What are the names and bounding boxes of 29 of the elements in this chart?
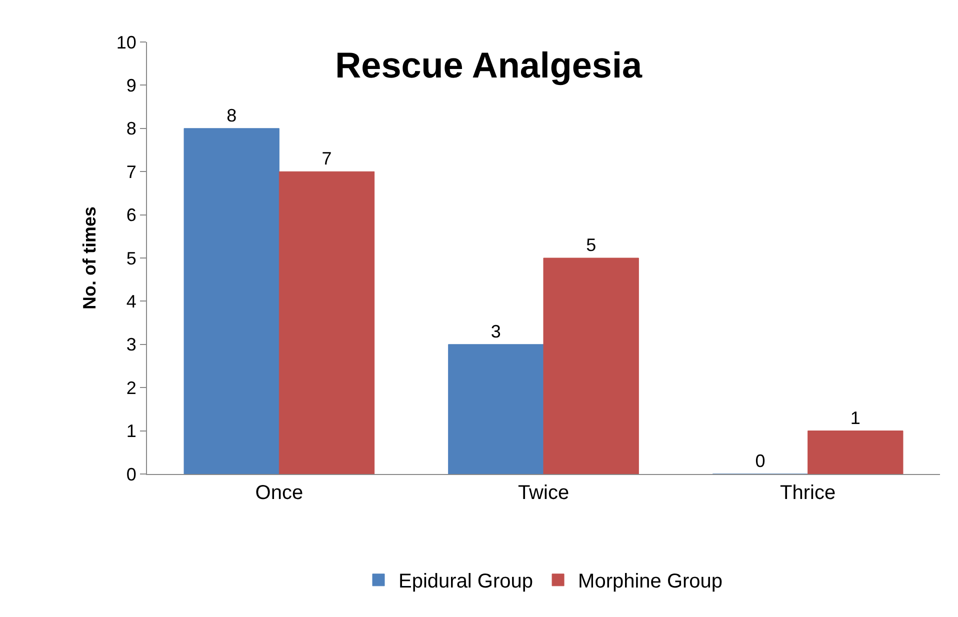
chart-title: Rescue Analgesia xyxy=(335,44,643,86)
y-tick-label: 7 xyxy=(126,162,136,182)
data-label: 1 xyxy=(850,408,860,428)
y-tick-label: 5 xyxy=(126,248,136,268)
bar xyxy=(448,344,544,474)
y-tick-label: 4 xyxy=(126,292,136,312)
y-tick-label: 1 xyxy=(126,421,136,442)
legend-label: Morphine Group xyxy=(578,570,723,593)
y-tick-label: 8 xyxy=(126,118,136,139)
data-label: 3 xyxy=(490,321,501,342)
y-tick-label: 2 xyxy=(126,378,136,398)
bar xyxy=(543,258,639,474)
data-label: 5 xyxy=(586,235,596,255)
y-tick-label: 0 xyxy=(126,464,136,484)
data-label: 8 xyxy=(226,105,237,126)
x-tick-label: Twice xyxy=(518,482,570,504)
x-tick-label: Once xyxy=(255,482,304,504)
y-axis-title: No. of times xyxy=(80,206,100,310)
bar xyxy=(278,171,375,474)
legend-label: Epidural Group xyxy=(398,570,534,593)
y-tick-label: 10 xyxy=(116,32,136,52)
y-tick-label: 6 xyxy=(126,205,136,226)
data-label: 0 xyxy=(755,451,766,471)
data-label: 7 xyxy=(322,148,332,169)
x-tick-label: Thrice xyxy=(780,482,836,504)
bar xyxy=(808,430,904,474)
bar xyxy=(184,128,280,474)
y-tick-label: 3 xyxy=(126,334,136,355)
y-tick-label: 9 xyxy=(126,76,136,96)
